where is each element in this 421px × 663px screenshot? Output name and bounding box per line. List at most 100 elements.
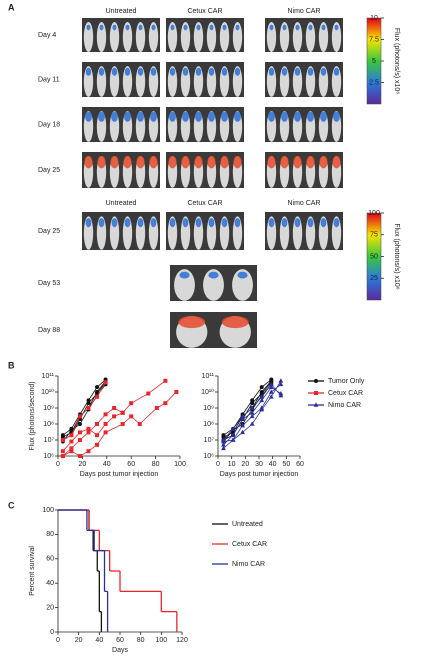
- signal: [294, 218, 301, 228]
- x-tick-label: 120: [176, 637, 188, 644]
- signal: [182, 218, 189, 228]
- legend-label: Tumor Only: [328, 378, 365, 385]
- panel-label: A: [8, 2, 15, 12]
- image-panel: [166, 62, 244, 97]
- signal: [208, 271, 219, 279]
- x-axis-label: Days post tumor injection: [220, 471, 299, 478]
- signal: [169, 218, 176, 228]
- signal: [98, 218, 105, 228]
- image-panel: [82, 152, 160, 188]
- signal: [182, 111, 189, 122]
- marker: [69, 439, 74, 444]
- signal: [222, 24, 227, 31]
- mouse: [83, 22, 94, 52]
- mouse: [122, 22, 133, 52]
- row-label: Day 11: [38, 76, 60, 83]
- signal: [208, 111, 215, 122]
- signal: [195, 111, 202, 122]
- signal: [124, 218, 131, 228]
- marker: [230, 426, 236, 431]
- marker: [86, 398, 91, 403]
- signal: [169, 67, 176, 76]
- signal: [178, 316, 206, 329]
- colorbar-tick-label: 100: [368, 210, 380, 217]
- mouse: [193, 22, 204, 52]
- y-tick-label: 10⁷: [204, 437, 215, 444]
- signal: [85, 218, 92, 228]
- image-panel: [265, 152, 343, 188]
- y-tick-label: 10¹⁰: [201, 388, 214, 396]
- signal: [268, 67, 275, 76]
- signal: [333, 218, 340, 228]
- signal: [269, 24, 274, 31]
- image-panel: [82, 107, 160, 142]
- marker: [249, 421, 255, 426]
- legend-label: Cetux CAR: [232, 541, 267, 548]
- row-label: Day 25: [38, 228, 60, 235]
- marker: [69, 426, 74, 431]
- y-tick-label: 0: [50, 629, 54, 636]
- signal: [124, 67, 131, 76]
- signal: [111, 67, 118, 76]
- marker: [86, 401, 91, 406]
- marker: [278, 392, 284, 398]
- mouse: [219, 22, 230, 52]
- signal: [234, 111, 241, 122]
- signal: [123, 155, 132, 169]
- colorbar-tick-label: 50: [370, 253, 378, 260]
- marker: [221, 445, 226, 451]
- image-panel: [166, 212, 244, 250]
- x-tick-label: 100: [174, 461, 186, 468]
- signal: [85, 111, 92, 122]
- mouse: [232, 269, 253, 301]
- signal: [125, 24, 130, 31]
- mouse: [292, 22, 303, 52]
- colorbar-tick-label: 2.5: [369, 79, 379, 86]
- signal: [281, 67, 288, 76]
- colorbar-tick-label: 75: [370, 232, 378, 239]
- signal: [293, 155, 302, 169]
- x-axis-label: Days post tumor injection: [80, 471, 159, 478]
- series-line: [223, 379, 272, 442]
- signal: [136, 155, 145, 169]
- x-tick-label: 60: [116, 637, 124, 644]
- column-header: Untreated: [106, 8, 137, 15]
- y-axis-label: Percent survival: [29, 546, 36, 596]
- signal: [320, 67, 327, 76]
- signal: [208, 67, 215, 76]
- marker: [221, 437, 226, 442]
- column-header: Nimo CAR: [287, 200, 320, 207]
- signal: [280, 155, 289, 169]
- signal: [333, 67, 340, 76]
- marker: [77, 422, 82, 426]
- signal: [207, 155, 216, 169]
- mouse: [135, 22, 146, 52]
- signal: [112, 24, 117, 31]
- marker: [259, 394, 265, 399]
- image-panel: [82, 212, 160, 250]
- marker: [103, 412, 108, 417]
- y-tick-label: 10⁹: [203, 405, 214, 412]
- mouse: [232, 22, 243, 52]
- x-tick-label: 20: [79, 461, 87, 468]
- signal: [98, 111, 105, 122]
- signal: [209, 24, 214, 31]
- mouse: [331, 22, 342, 52]
- marker: [129, 414, 134, 419]
- marker: [103, 430, 108, 435]
- signal: [332, 155, 341, 169]
- y-tick-label: 10⁸: [43, 421, 54, 428]
- marker: [163, 378, 168, 383]
- column-header: Cetux CAR: [187, 200, 222, 207]
- signal: [295, 24, 300, 31]
- signal: [334, 24, 339, 31]
- image-panel: [265, 62, 343, 97]
- row-label: Day 53: [38, 280, 60, 287]
- marker: [60, 433, 65, 438]
- signal: [308, 24, 313, 31]
- signal: [111, 111, 118, 122]
- mouse: [167, 22, 178, 52]
- x-tick-label: 20: [75, 637, 83, 644]
- y-tick-label: 10⁹: [43, 405, 54, 412]
- mouse: [180, 22, 191, 52]
